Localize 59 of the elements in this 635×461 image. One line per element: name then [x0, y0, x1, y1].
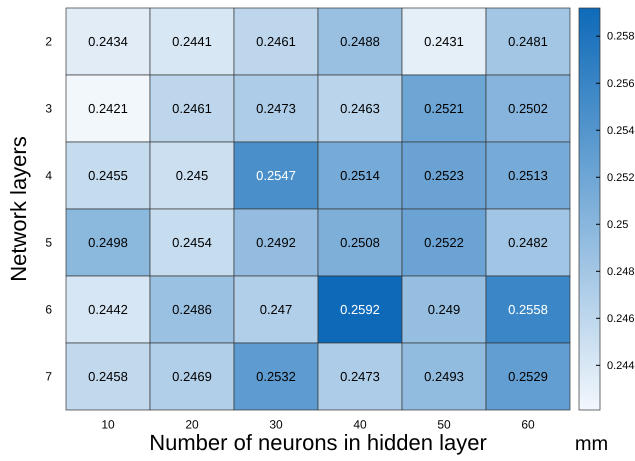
y-tick-label: 2	[45, 34, 52, 48]
x-axis-title: Number of neurons in hidden layer	[149, 430, 487, 455]
data-label: 0.2521	[424, 101, 464, 116]
data-label: 0.2463	[340, 101, 380, 116]
x-tick-label: 50	[437, 418, 451, 432]
data-label: 0.249	[428, 302, 460, 317]
data-label: 0.2486	[172, 302, 212, 317]
x-tick-label: 30	[269, 418, 283, 432]
x-tick-label: 40	[353, 418, 367, 432]
x-tick-label: 20	[185, 418, 199, 432]
data-label: 0.2473	[340, 369, 380, 384]
data-label: 0.247	[260, 302, 292, 317]
data-label: 0.2473	[256, 101, 296, 116]
data-label: 0.2492	[256, 235, 296, 250]
data-label: 0.2493	[424, 369, 464, 384]
data-label: 0.2481	[508, 34, 548, 49]
y-tick-label: 7	[45, 369, 52, 384]
data-label: 0.2434	[88, 34, 128, 49]
data-label: 0.2454	[172, 235, 212, 250]
color-bar-title: mm	[574, 433, 608, 455]
data-label: 0.2508	[340, 235, 380, 250]
data-label: 0.2529	[508, 369, 548, 384]
data-label: 0.2558	[508, 302, 548, 317]
x-tick-label: 10	[101, 418, 115, 432]
y-tick-label: 3	[45, 101, 52, 116]
color-bar-label: 0.246	[607, 312, 635, 325]
y-tick-label: 5	[45, 235, 52, 250]
data-label: 0.2441	[172, 34, 212, 49]
data-label: 0.2469	[172, 369, 212, 384]
data-label: 0.2442	[88, 302, 128, 317]
data-label: 0.2523	[424, 168, 464, 183]
data-label: 0.2522	[424, 235, 464, 250]
data-label: 0.2482	[508, 235, 548, 250]
data-label: 0.2514	[340, 168, 380, 183]
data-label: 0.2547	[256, 168, 296, 183]
color-bar-label: 0.254	[607, 124, 635, 137]
color-bar-label: 0.244	[607, 360, 635, 372]
color-bar-label: 0.258	[607, 30, 635, 43]
y-tick-label: 6	[45, 302, 52, 316]
data-label: 0.2498	[88, 235, 128, 250]
data-label: 0.2455	[88, 168, 128, 183]
data-label: 0.2421	[88, 101, 128, 116]
color-bar-label: 0.25	[607, 218, 628, 231]
color-bar-label: 0.256	[607, 78, 635, 90]
x-tick-label: 60	[521, 418, 535, 432]
data-label: 0.245	[176, 168, 208, 183]
data-label: 0.2461	[172, 101, 212, 116]
data-label: 0.2488	[340, 34, 380, 49]
data-label: 0.2461	[256, 34, 296, 49]
y-tick-label: 4	[45, 168, 52, 182]
color-bar-label: 0.252	[607, 172, 635, 184]
data-label: 0.2431	[424, 34, 464, 49]
data-label: 0.2502	[508, 101, 548, 116]
data-label: 0.2592	[340, 302, 380, 317]
data-label: 0.2513	[508, 168, 548, 183]
data-label: 0.2458	[88, 369, 128, 384]
y-axis-title: Network layers	[6, 136, 31, 282]
data-label: 0.2532	[256, 369, 296, 384]
color-bar-label: 0.248	[607, 266, 635, 278]
